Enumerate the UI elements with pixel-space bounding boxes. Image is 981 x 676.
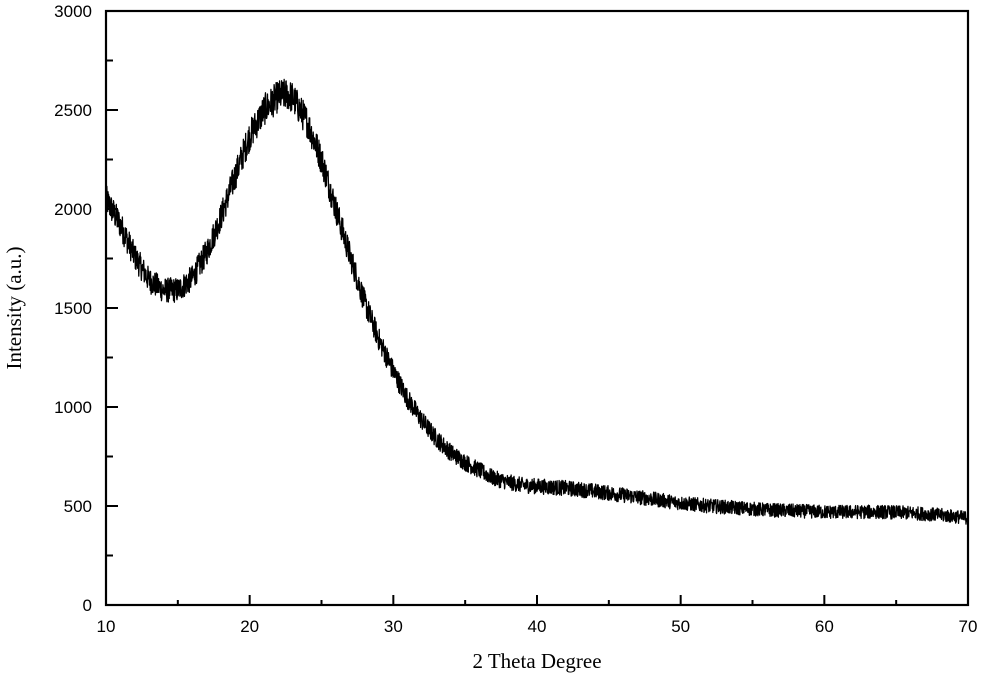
y-axis-title: Intensity (a.u.) xyxy=(2,246,26,369)
y-tick-label: 0 xyxy=(83,596,92,615)
x-tick-label: 10 xyxy=(97,617,116,636)
x-tick-label: 50 xyxy=(671,617,690,636)
plot-frame xyxy=(104,9,970,607)
x-tick-label: 60 xyxy=(815,617,834,636)
y-tick-label: 2500 xyxy=(54,101,92,120)
x-axis-title: 2 Theta Degree xyxy=(472,649,601,673)
y-tick-label: 1500 xyxy=(54,299,92,318)
y-tick-label: 1000 xyxy=(54,398,92,417)
x-tick-label: 20 xyxy=(240,617,259,636)
y-tick-label: 2000 xyxy=(54,200,92,219)
x-tick-label: 30 xyxy=(384,617,403,636)
y-tick-label: 500 xyxy=(64,497,92,516)
x-tick-label: 40 xyxy=(528,617,547,636)
axis-tick-labels: 10 20 30 40 50 60 70 0 500 1000 1500 2000 2500 3000 xyxy=(54,2,977,636)
y-tick-label: 3000 xyxy=(54,2,92,21)
x-tick-label: 70 xyxy=(959,617,978,636)
axis-ticks xyxy=(105,10,969,606)
intensity-curve xyxy=(105,78,969,525)
